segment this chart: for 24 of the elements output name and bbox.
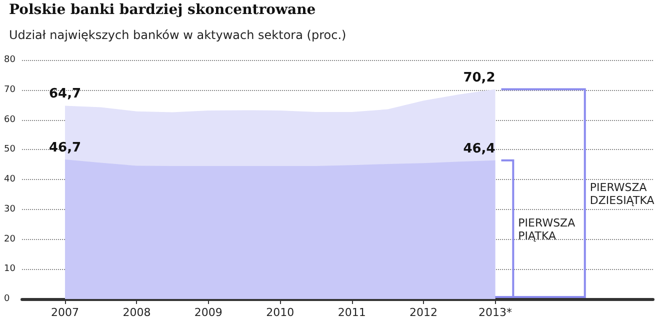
y-tick-label: 10 xyxy=(4,264,16,274)
annotation: PIERWSZA PIĄTKA xyxy=(518,216,576,243)
y-tick-label: 60 xyxy=(4,114,16,125)
chart-subtitle: Udział największych banków w aktywach sektora (proc.) xyxy=(9,28,346,42)
x-tick-label: 2012 xyxy=(410,306,438,319)
y-tick-label: 70 xyxy=(4,84,16,95)
y-tick-label: 40 xyxy=(4,174,16,184)
data-label: 46,7 xyxy=(48,140,82,156)
annotation: PIERWSZA DZIESIĄTKA xyxy=(590,181,655,208)
chart-title: Polskie banki bardziej skoncentrowane xyxy=(9,2,316,18)
x-tick-label: 2009 xyxy=(194,306,222,319)
data-label: 64,7 xyxy=(48,86,82,102)
x-tick-label: 2010 xyxy=(266,306,294,319)
data-label: 46,4 xyxy=(463,141,496,156)
y-tick-label: 80 xyxy=(4,55,16,65)
y-tick-label: 0 xyxy=(4,294,10,304)
x-tick-label: 2007 xyxy=(51,306,80,319)
x-tick-label: 2011 xyxy=(338,306,366,319)
y-tick-label: 20 xyxy=(4,234,16,244)
x-tick-label: 2008 xyxy=(122,306,151,319)
x-tick-label: 2013* xyxy=(478,306,512,319)
data-label: 70,2 xyxy=(463,70,496,86)
y-tick-label: 50 xyxy=(4,144,16,155)
y-tick-label: 30 xyxy=(4,204,16,214)
